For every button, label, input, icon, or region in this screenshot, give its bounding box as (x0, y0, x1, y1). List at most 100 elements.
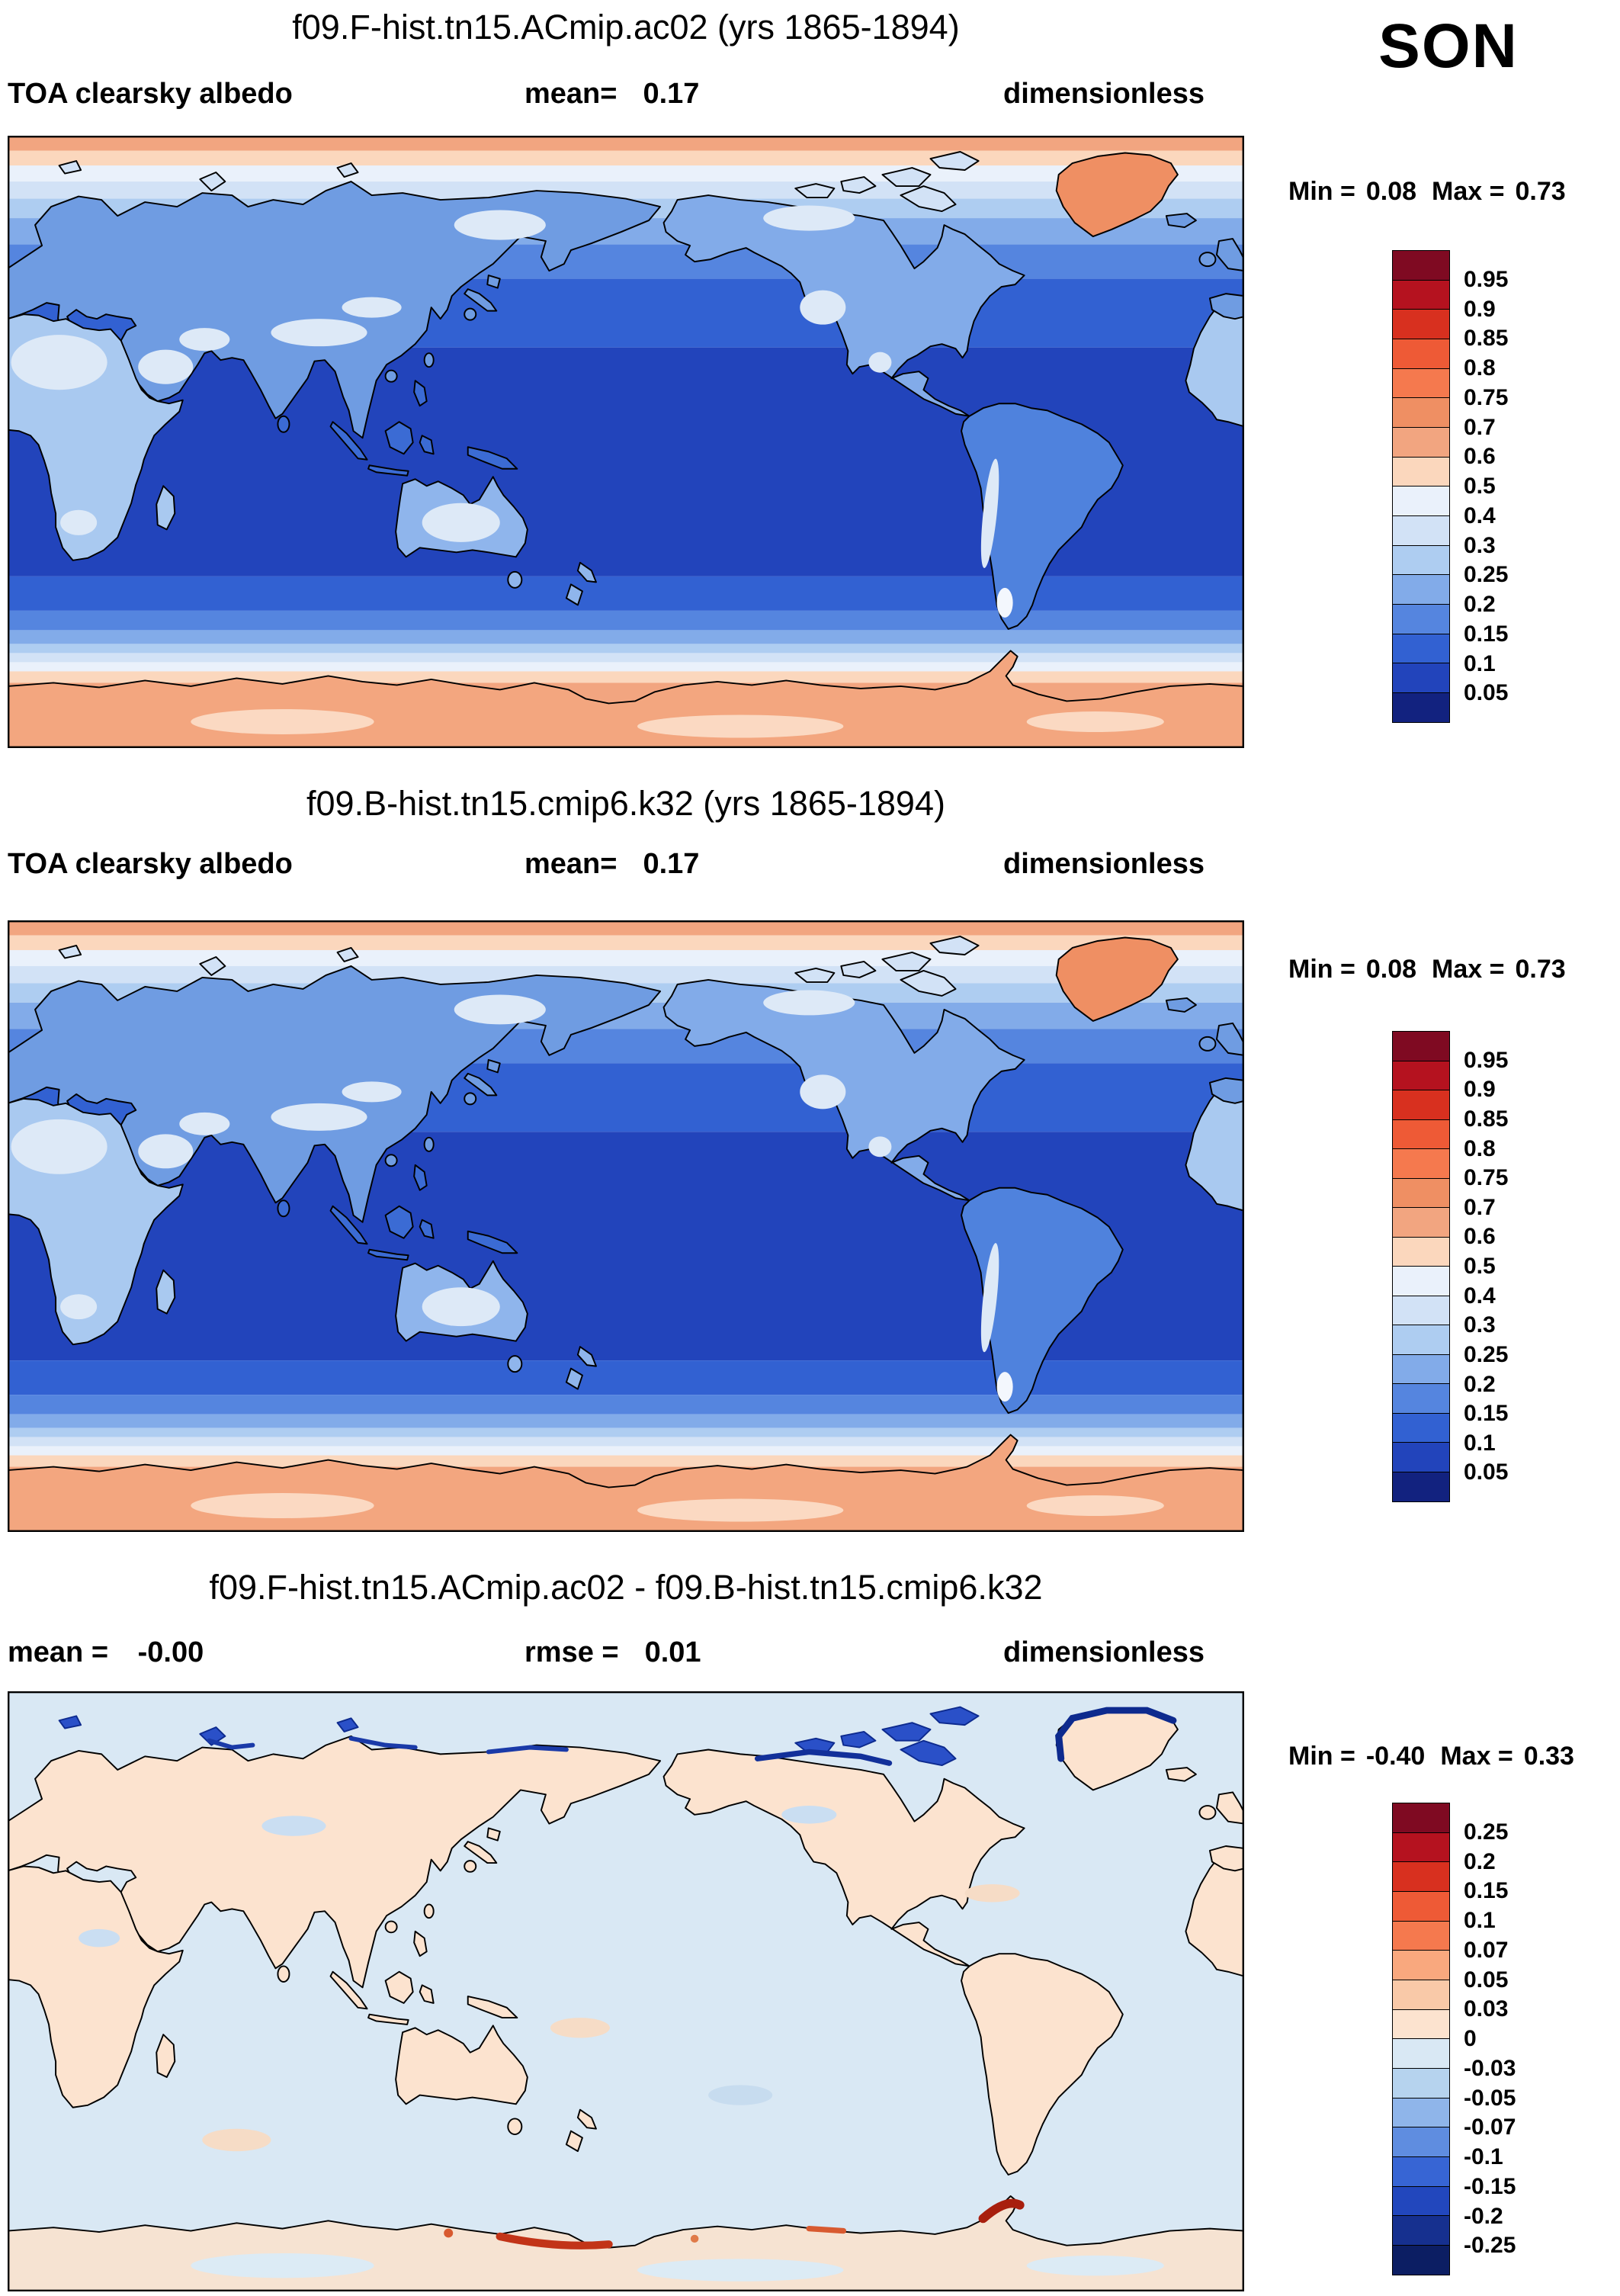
colorbar-tick-label: 0.03 (1464, 1996, 1509, 2022)
panel-2-title: f09.B-hist.tn15.cmip6.k32 (yrs 1865-1894… (306, 784, 945, 823)
colorbar-box (1392, 1890, 1450, 1922)
colorbar-box (1392, 2127, 1450, 2158)
mean-value: 0.17 (643, 78, 700, 110)
colorbar-tick-label: 0.95 (1464, 266, 1509, 292)
colorbar-tick-label: 0.2 (1464, 1371, 1496, 1397)
colorbar-box (1392, 633, 1450, 664)
map-frame (8, 920, 1244, 1532)
panel-1-title: f09.F-hist.tn15.ACmip.ac02 (yrs 1865-189… (292, 8, 960, 47)
colorbar-box (1392, 2009, 1450, 2040)
mean-label: mean= (524, 78, 618, 110)
colorbar-tick-label: 0.6 (1464, 444, 1496, 470)
max-label: Max = (1432, 955, 1505, 984)
colorbar-tick-label: 0.05 (1464, 1459, 1509, 1485)
colorbar-box (1392, 1236, 1450, 1267)
colorbar-tick-label: 0.25 (1464, 562, 1509, 588)
mean-stat-1: mean= 0.17 (524, 78, 699, 111)
colorbar-tick-label: 0.4 (1464, 503, 1496, 528)
colorbar-box (1392, 1861, 1450, 1893)
world-map-difference (8, 1691, 1244, 2291)
colorbar-box (1392, 1920, 1450, 1951)
colorbar-tick-label: 0.7 (1464, 414, 1496, 440)
colorbar-box (1392, 1325, 1450, 1356)
units-label-2: dimensionless (1003, 848, 1205, 880)
variable-label-1: TOA clearsky albedo (8, 78, 293, 110)
colorbar-box (1392, 692, 1450, 723)
colorbar-box (1392, 1471, 1450, 1502)
min-value: -0.40 (1365, 1742, 1426, 1771)
panel-3-title: f09.F-hist.tn15.ACmip.ac02 - f09.B-hist.… (209, 1568, 1043, 1607)
colorbar-tick-label: 0.25 (1464, 1819, 1509, 1845)
colorbar-box (1392, 2156, 1450, 2188)
colorbar-tick-label: -0.1 (1464, 2144, 1503, 2169)
mean-stat-3: mean = -0.00 (8, 1636, 204, 1669)
colorbar-box (1392, 574, 1450, 605)
colorbar-tick-label: 0.15 (1464, 621, 1509, 647)
colorbar-box (1392, 368, 1450, 399)
colorbar-tick-label: 0.5 (1464, 474, 1496, 499)
colorbar-box (1392, 1832, 1450, 1863)
colorbar-box (1392, 1090, 1450, 1121)
colorbar-tick-label: 0.2 (1464, 1848, 1496, 1874)
season-label: SON (1378, 11, 1519, 81)
world-map-case1 (8, 136, 1244, 748)
colorbar-tick-label: 0.05 (1464, 680, 1509, 706)
colorbar-1: 0.95 0.9 0.85 0.8 0.75 0.7 0.6 0.5 0.4 0.3 0.25 0.2… (1392, 250, 1575, 723)
colorbar-tick-label: -0.2 (1464, 2203, 1503, 2229)
colorbar-tick-label: 0.85 (1464, 326, 1509, 352)
colorbar-tick-label: 0 (1464, 2026, 1477, 2051)
colorbar-box (1392, 1295, 1450, 1326)
colorbar-boxes (1392, 250, 1450, 723)
min-label: Min = (1288, 955, 1355, 984)
colorbar-tick-label: 0.3 (1464, 1312, 1496, 1338)
colorbar-box (1392, 486, 1450, 517)
colorbar-boxes (1392, 1031, 1450, 1502)
colorbar-box (1392, 663, 1450, 694)
colorbar-box (1392, 1950, 1450, 1981)
colorbar-box (1392, 1979, 1450, 2011)
colorbar-box (1392, 1031, 1450, 1062)
colorbar-tick-label: 0.3 (1464, 532, 1496, 558)
colorbar-boxes (1392, 1803, 1450, 2275)
colorbar-tick-label: 0.15 (1464, 1878, 1509, 1904)
colorbar-box (1392, 1177, 1450, 1209)
colorbar-box (1392, 603, 1450, 635)
min-value: 0.08 (1365, 955, 1417, 984)
max-label: Max = (1440, 1742, 1513, 1771)
colorbar-box (1392, 1354, 1450, 1385)
max-value: 0.33 (1523, 1742, 1574, 1771)
colorbar-tick-label: 0.25 (1464, 1341, 1509, 1367)
minmax-3: Min = -0.40 Max = 0.33 (1288, 1742, 1579, 1771)
colorbar-tick-label: -0.07 (1464, 2115, 1516, 2140)
min-value: 0.08 (1365, 177, 1417, 206)
colorbar-tick-label: 0.8 (1464, 355, 1496, 381)
colorbar-tick-label: -0.05 (1464, 2085, 1516, 2111)
colorbar-box (1392, 2185, 1450, 2217)
colorbar-tick-label: 0.6 (1464, 1224, 1496, 1250)
max-label: Max = (1432, 177, 1505, 206)
map-frame (8, 136, 1244, 748)
colorbar-2: 0.95 0.9 0.85 0.8 0.75 0.7 0.6 0.5 0.4 0.3 0.25 0.2… (1392, 1031, 1575, 1502)
colorbar-tick-label: 0.85 (1464, 1106, 1509, 1132)
colorbar-tick-label: 0.15 (1464, 1401, 1509, 1427)
colorbar-box (1392, 1060, 1450, 1091)
units-label-1: dimensionless (1003, 78, 1205, 110)
colorbar-labels: 0.95 0.9 0.85 0.8 0.75 0.7 0.6 0.5 0.4 0.3 0.25 0.2… (1464, 1031, 1570, 1502)
colorbar-tick-label: -0.03 (1464, 2055, 1516, 2081)
rmse-value: 0.01 (644, 1636, 701, 1668)
colorbar-tick-label: 0.8 (1464, 1135, 1496, 1161)
max-value: 0.73 (1515, 955, 1566, 984)
colorbar-tick-label: 0.2 (1464, 592, 1496, 617)
colorbar-box (1392, 1803, 1450, 1834)
minmax-1: Min = 0.08 Max = 0.73 (1288, 177, 1570, 207)
min-label: Min = (1288, 177, 1355, 206)
colorbar-tick-label: -0.25 (1464, 2233, 1516, 2259)
colorbar-box (1392, 1148, 1450, 1180)
colorbar-box (1392, 2067, 1450, 2099)
colorbar-labels: 0.25 0.2 0.15 0.1 0.07 0.05 0.03 0 -0.03 -0.05 -0.… (1464, 1803, 1570, 2275)
colorbar-tick-label: 0.5 (1464, 1254, 1496, 1279)
colorbar-box (1392, 2244, 1450, 2275)
colorbar-tick-label: 0.9 (1464, 296, 1496, 322)
colorbar-box (1392, 1442, 1450, 1473)
